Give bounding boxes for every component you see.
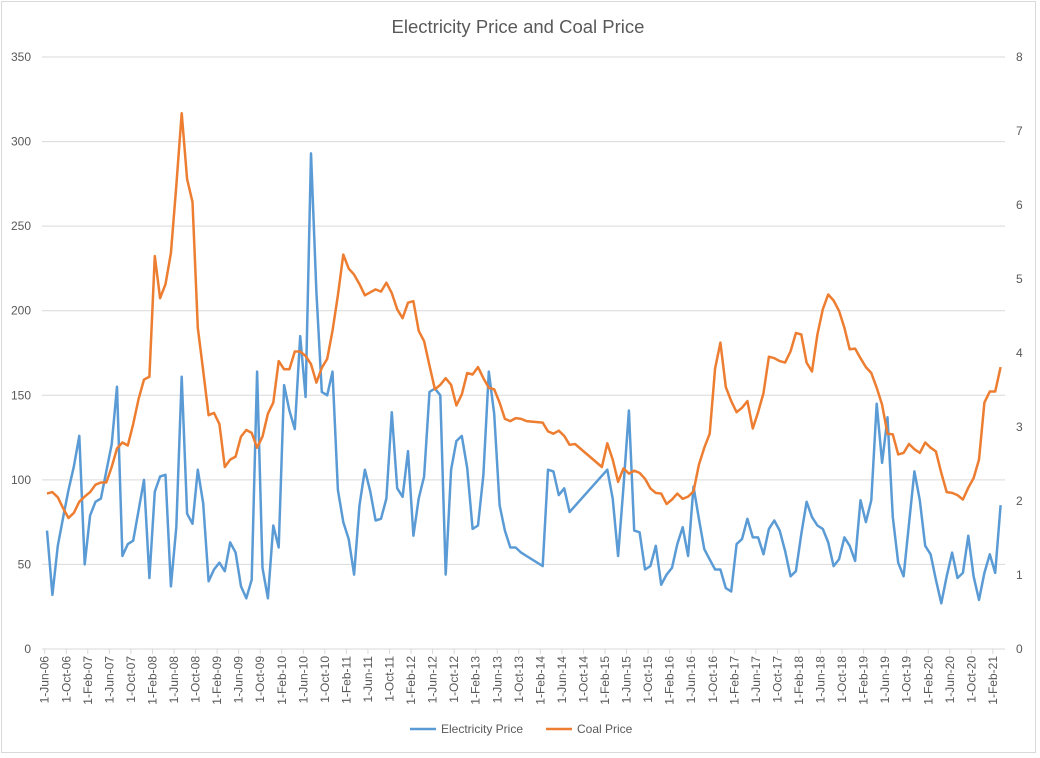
chart-title: Electricity Price and Coal Price [392, 16, 645, 37]
x-tick-label: 1-Feb-21 [986, 656, 1000, 705]
x-tick-label: 1-Jun-09 [232, 656, 246, 704]
right-y-tick-label: 4 [1016, 346, 1023, 360]
left-y-tick-label: 250 [11, 219, 31, 233]
x-tick-label: 1-Jun-19 [878, 656, 892, 704]
left-y-tick-label: 100 [11, 473, 31, 487]
x-tick-label: 1-Feb-15 [598, 656, 612, 705]
coal-price-line [46, 111, 1002, 520]
x-tick-label: 1-Jun-08 [167, 656, 181, 704]
legend-label-coal: Coal Price [577, 722, 633, 736]
left-y-tick-label: 300 [11, 135, 31, 149]
x-tick-label: 1-Jun-17 [749, 656, 763, 704]
x-tick-label: 1-Oct-14 [576, 656, 590, 703]
x-tick-label: 1-Jun-13 [490, 656, 504, 704]
right-y-tick-label: 1 [1016, 568, 1023, 582]
x-tick-label: 1-Feb-20 [921, 656, 935, 705]
x-tick-label: 1-Jun-10 [296, 656, 310, 704]
right-y-axis: 0 1 2 3 4 5 6 7 8 [1016, 50, 1023, 656]
electricity-price-line [45, 152, 1002, 605]
right-y-tick-label: 7 [1016, 124, 1023, 138]
x-tick-label: 1-Oct-15 [641, 656, 655, 703]
x-tick-label: 1-Feb-11 [339, 656, 353, 704]
x-tick-label: 1-Jun-14 [555, 656, 569, 704]
x-tick-label: 1-Oct-19 [900, 656, 914, 703]
x-tick-label: 1-Feb-14 [533, 656, 547, 705]
x-tick-label: 1-Oct-13 [512, 656, 526, 703]
right-y-tick-label: 5 [1016, 272, 1023, 286]
x-tick-label: 1-Jun-18 [814, 656, 828, 704]
right-y-tick-label: 8 [1016, 50, 1023, 64]
left-y-tick-label: 0 [24, 642, 31, 656]
x-tick-label: 1-Jun-20 [943, 656, 957, 704]
left-y-tick-label: 350 [11, 50, 31, 64]
x-tick-label: 1-Oct-09 [253, 656, 267, 703]
x-tick-label: 1-Feb-17 [727, 656, 741, 705]
right-y-tick-label: 3 [1016, 420, 1023, 434]
x-tick-label: 1-Feb-10 [275, 656, 289, 705]
x-tick-label: 1-Feb-07 [81, 656, 95, 705]
x-tick-label: 1-Jun-06 [38, 656, 52, 704]
x-tick-label: 1-Feb-09 [210, 656, 224, 705]
left-y-tick-label: 150 [11, 388, 31, 402]
series-lines [45, 111, 1002, 605]
right-y-tick-label: 2 [1016, 494, 1023, 508]
x-tick-label: 1-Jun-07 [102, 656, 116, 704]
x-tick-label: 1-Oct-17 [770, 656, 784, 703]
x-tick-label: 1-Jun-12 [426, 656, 440, 704]
x-tick-label: 1-Oct-18 [835, 656, 849, 703]
x-tick-label: 1-Oct-16 [706, 656, 720, 703]
x-tick-label: 1-Feb-16 [663, 656, 677, 705]
left-y-tick-label: 50 [18, 557, 32, 571]
gridlines [42, 56, 1005, 650]
x-tick-label: 1-Jun-16 [684, 656, 698, 704]
right-y-tick-label: 6 [1016, 198, 1023, 212]
x-tick-label: 1-Feb-19 [857, 656, 871, 705]
x-tick-label: 1-Feb-18 [792, 656, 806, 705]
left-y-tick-label: 200 [11, 304, 31, 318]
x-tick-label: 1-Feb-13 [469, 656, 483, 705]
x-tick-label: 1-Oct-10 [318, 656, 332, 703]
x-tick-label: 1-Oct-08 [189, 656, 203, 703]
x-tick-label: 1-Jun-15 [620, 656, 634, 704]
x-tick-label: 1-Oct-20 [964, 656, 978, 703]
x-tick-label: 1-Oct-12 [447, 656, 461, 703]
x-tick-label: 1-Oct-06 [59, 656, 73, 703]
x-tick-label: 1-Feb-12 [404, 656, 418, 705]
x-tick-label: 1-Oct-07 [124, 656, 138, 703]
legend: Electricity Price Coal Price [410, 722, 633, 736]
x-tick-label: 1-Oct-11 [383, 656, 397, 702]
left-y-axis: 0 50 100 150 200 250 300 350 [11, 50, 31, 656]
right-y-tick-label: 0 [1016, 642, 1023, 656]
x-tick-label: 1-Feb-08 [145, 656, 159, 705]
legend-label-electricity: Electricity Price [441, 722, 523, 736]
x-axis: 1-Jun-06 1-Oct-06 1-Feb-07 1-Jun-07 1-Oct-07… [38, 649, 1000, 705]
x-tick-label: 1-Jun-11 [361, 656, 375, 703]
